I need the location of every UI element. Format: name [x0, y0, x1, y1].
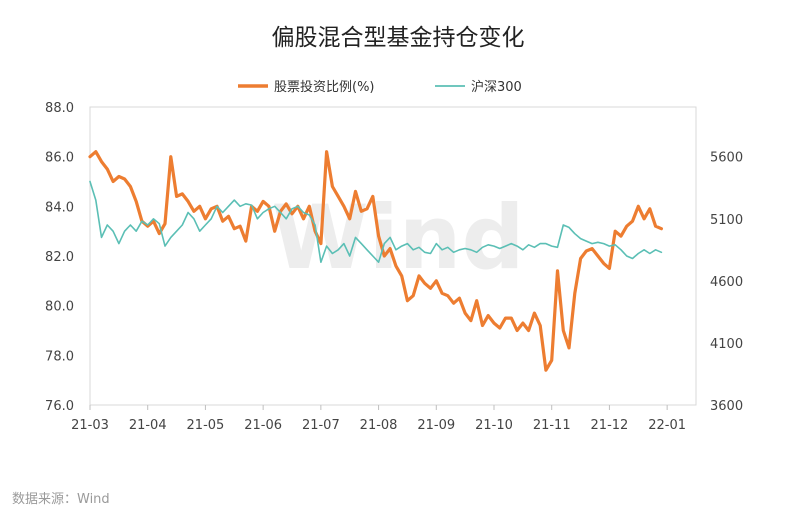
source-note: 数据来源：Wind: [12, 492, 110, 507]
x-tick-label: 21-05: [187, 418, 225, 433]
y-right-tick-label: 4600: [710, 275, 743, 290]
legend-hs300: 沪深300: [435, 79, 522, 95]
y-left-tick-label: 86.0: [45, 151, 74, 166]
y-right-tick-label: 4100: [710, 337, 743, 352]
x-tick-label: 21-11: [533, 418, 571, 433]
plot-area: 88.0 86.0 84.0 82.0 80.0 78.0 76.0 5600 5100 4600…: [45, 101, 743, 433]
x-tick-label: 21-07: [302, 418, 340, 433]
x-tick-label: 22-01: [648, 418, 686, 433]
legend-hs300-label: 沪深300: [471, 79, 522, 95]
y-left-tick-label: 82.0: [45, 250, 74, 265]
y-right-tick-label: 3600: [710, 399, 743, 414]
y-left-tick-label: 88.0: [45, 101, 74, 116]
x-tick-label: 21-04: [129, 418, 167, 433]
y-left-tick-label: 80.0: [45, 300, 74, 315]
x-tick-label: 21-08: [360, 418, 398, 433]
y-right-tick-label: 5100: [710, 213, 743, 228]
x-tick-label: 21-03: [71, 418, 109, 433]
plot-frame: [89, 106, 697, 406]
watermark: Wind: [272, 186, 525, 289]
legend-stock-ratio-label: 股票投资比例(%): [274, 79, 375, 95]
x-tick-label: 21-10: [475, 418, 513, 433]
series-line-hs300: [89, 180, 663, 263]
legend: 股票投资比例(%) 沪深300: [238, 79, 522, 95]
x-tick-label: 21-09: [417, 418, 455, 433]
chart-title: 偏股混合型基金持仓变化: [272, 25, 525, 51]
series-line-stock-ratio: [88, 150, 663, 372]
legend-stock-ratio: 股票投资比例(%): [238, 79, 375, 95]
y-left-tick-label: 78.0: [45, 349, 74, 364]
y-right-tick-label: 5600: [710, 151, 743, 166]
x-tick-label: 21-06: [244, 418, 282, 433]
y-left-tick-label: 84.0: [45, 200, 74, 215]
x-tick-label: 21-12: [591, 418, 629, 433]
y-left-tick-label: 76.0: [45, 399, 74, 414]
